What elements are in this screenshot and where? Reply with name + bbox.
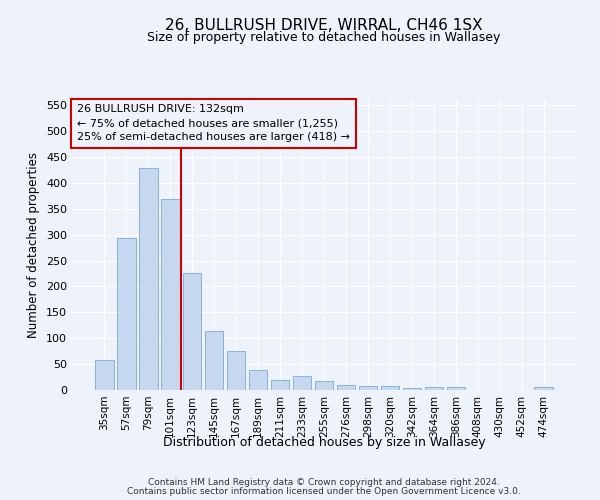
Text: 26 BULLRUSH DRIVE: 132sqm
← 75% of detached houses are smaller (1,255)
25% of se: 26 BULLRUSH DRIVE: 132sqm ← 75% of detac… (77, 104, 350, 142)
Bar (117, 238, 136, 390)
Y-axis label: Number of detached properties: Number of detached properties (28, 152, 40, 338)
Bar (380, 386, 399, 390)
Text: 26, BULLRUSH DRIVE, WIRRAL, CH46 1SX: 26, BULLRUSH DRIVE, WIRRAL, CH46 1SX (165, 18, 483, 32)
Bar (535, 387, 553, 390)
Text: Size of property relative to detached houses in Wallasey: Size of property relative to detached ho… (148, 31, 500, 44)
Bar (249, 370, 268, 390)
Bar (227, 351, 245, 390)
Bar (183, 273, 202, 390)
Bar (446, 388, 465, 390)
Text: Distribution of detached houses by size in Wallasey: Distribution of detached houses by size … (163, 436, 485, 449)
Text: Contains HM Land Registry data © Crown copyright and database right 2024.: Contains HM Land Registry data © Crown c… (148, 478, 500, 487)
Bar (359, 386, 377, 390)
Bar (425, 388, 443, 390)
Bar (293, 376, 311, 390)
Bar (205, 332, 223, 390)
Bar (161, 200, 179, 390)
Bar (403, 388, 421, 390)
Bar (95, 360, 113, 390)
Bar (314, 381, 334, 390)
Bar (337, 385, 355, 390)
Bar (139, 168, 158, 390)
Bar (271, 380, 289, 390)
Text: Contains public sector information licensed under the Open Government Licence v3: Contains public sector information licen… (127, 486, 521, 496)
